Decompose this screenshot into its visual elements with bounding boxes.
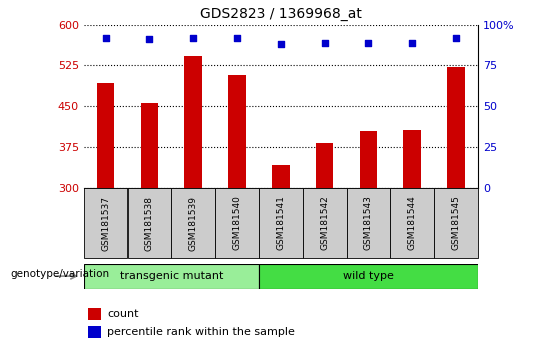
Bar xyxy=(84,188,127,258)
Text: wild type: wild type xyxy=(343,271,394,281)
Bar xyxy=(434,188,478,258)
Text: GSM181539: GSM181539 xyxy=(188,195,198,251)
Bar xyxy=(87,308,102,320)
Bar xyxy=(140,103,158,188)
Point xyxy=(408,40,416,46)
Bar xyxy=(360,131,377,188)
Bar xyxy=(84,264,259,289)
Bar xyxy=(447,67,465,188)
Bar xyxy=(127,188,171,258)
Bar xyxy=(303,188,347,258)
Bar xyxy=(171,188,215,258)
Bar xyxy=(185,56,202,188)
Point xyxy=(102,35,110,41)
Text: GSM181540: GSM181540 xyxy=(233,195,241,251)
Bar xyxy=(228,75,246,188)
Point xyxy=(145,36,154,42)
Bar xyxy=(87,326,102,338)
Text: genotype/variation: genotype/variation xyxy=(11,269,110,279)
Bar xyxy=(347,188,390,258)
Title: GDS2823 / 1369968_at: GDS2823 / 1369968_at xyxy=(200,7,362,21)
Text: GSM181545: GSM181545 xyxy=(451,195,461,251)
Point xyxy=(364,40,373,46)
Bar xyxy=(259,264,478,289)
Point xyxy=(276,41,285,47)
Bar xyxy=(316,143,333,188)
Text: GSM181543: GSM181543 xyxy=(364,195,373,251)
Bar xyxy=(259,188,303,258)
Text: percentile rank within the sample: percentile rank within the sample xyxy=(107,327,295,337)
Bar xyxy=(403,130,421,188)
Bar xyxy=(390,188,434,258)
Text: GSM181542: GSM181542 xyxy=(320,196,329,250)
Text: GSM181537: GSM181537 xyxy=(101,195,110,251)
Point xyxy=(320,40,329,46)
Bar xyxy=(215,188,259,258)
Bar xyxy=(97,83,114,188)
Text: GSM181541: GSM181541 xyxy=(276,195,285,251)
Point xyxy=(189,35,198,41)
Text: count: count xyxy=(107,309,139,319)
Text: transgenic mutant: transgenic mutant xyxy=(120,271,223,281)
Point xyxy=(451,35,460,41)
Bar xyxy=(272,165,289,188)
Text: GSM181538: GSM181538 xyxy=(145,195,154,251)
Text: GSM181544: GSM181544 xyxy=(408,196,417,250)
Point xyxy=(233,35,241,41)
